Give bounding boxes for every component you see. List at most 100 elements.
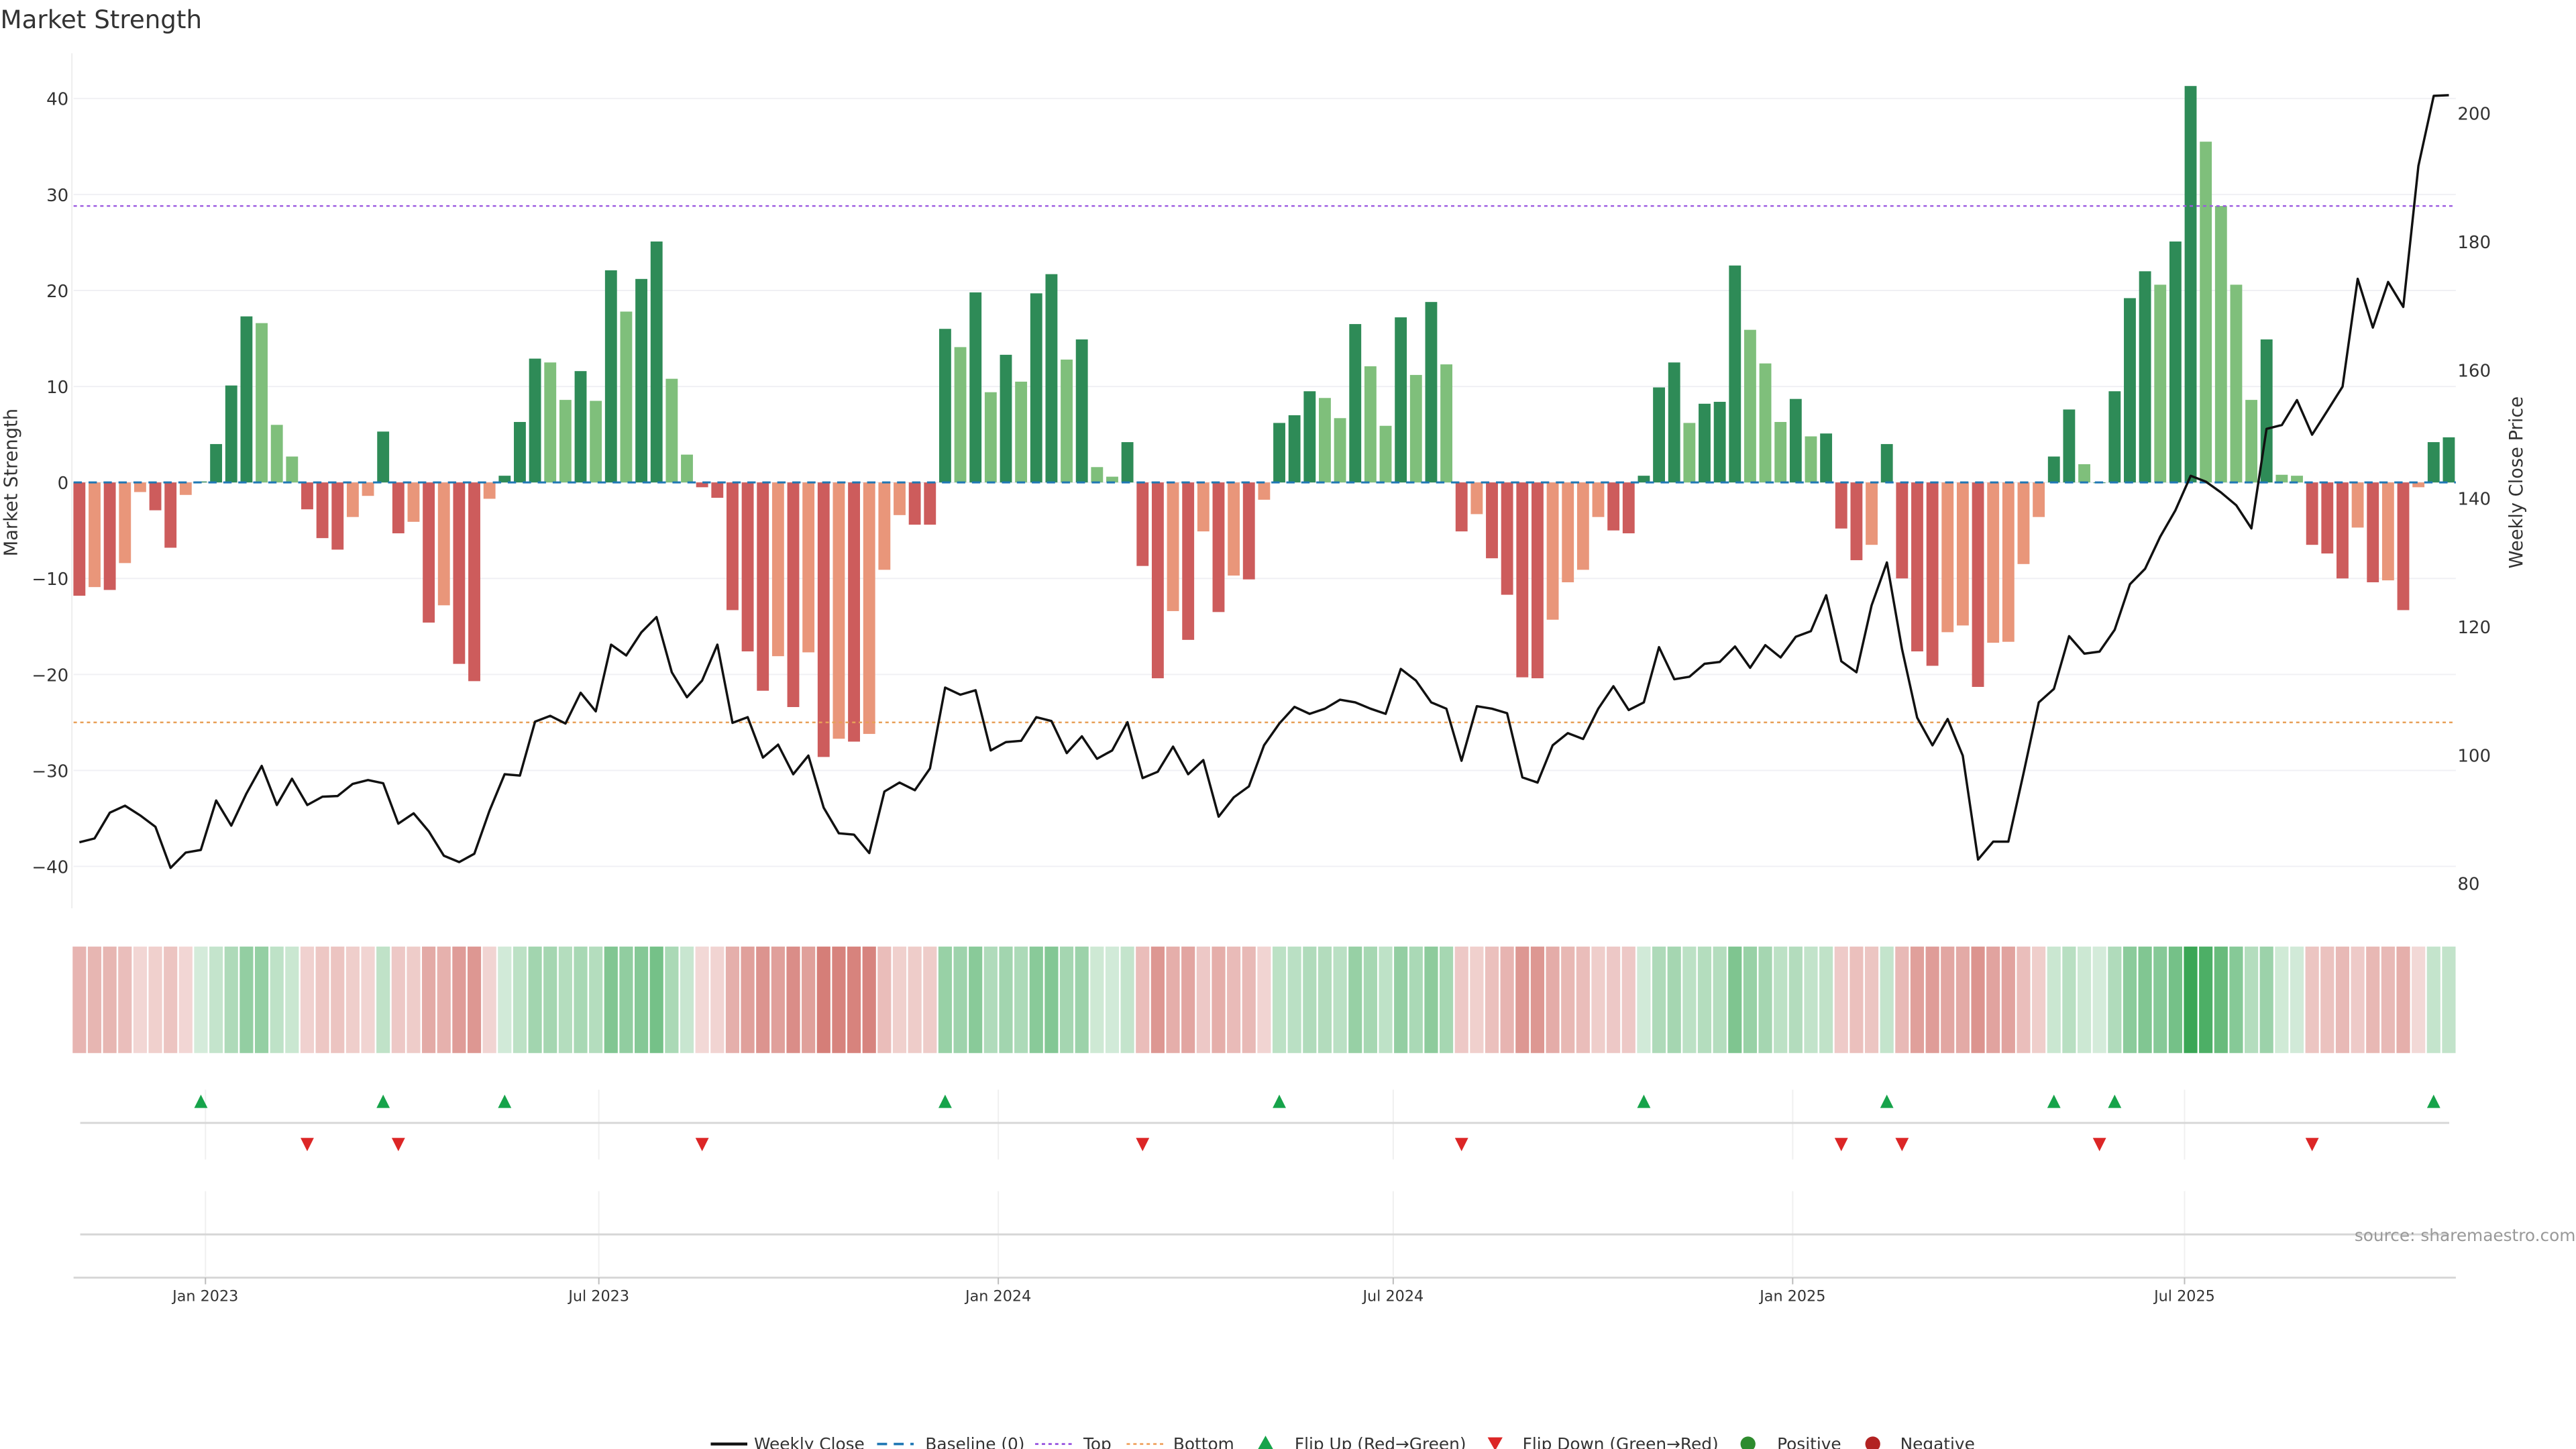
y-tick-label: −40 <box>32 857 68 877</box>
strength-bar <box>1759 363 1772 483</box>
heat-cell <box>1287 947 1301 1053</box>
strength-bars <box>73 86 2455 757</box>
strength-bar <box>1880 443 1893 483</box>
heat-cell <box>2305 947 2319 1053</box>
strength-bar <box>1106 476 1118 483</box>
strength-bar <box>1061 360 1073 483</box>
legend-item: Weekly Close <box>710 1434 865 1449</box>
heat-cell <box>1530 947 1545 1053</box>
strength-bar <box>1866 482 1878 545</box>
strength-bar <box>1972 482 1984 687</box>
heat-cell <box>1621 947 1635 1053</box>
heat-cell <box>2290 947 2304 1053</box>
flip-down-marker <box>695 1138 709 1152</box>
strength-bar <box>362 482 374 496</box>
heat-cell <box>1363 947 1377 1053</box>
heat-cell <box>1500 947 1514 1053</box>
strength-bar <box>620 311 633 483</box>
strength-bar <box>833 482 845 739</box>
strength-bar <box>802 482 815 653</box>
heat-cell <box>1348 947 1362 1053</box>
heat-cell <box>983 947 998 1053</box>
strength-bar <box>2063 409 2076 483</box>
heat-cell <box>1318 947 1332 1053</box>
strength-bar <box>1774 422 1787 483</box>
heat-cell <box>1864 947 1879 1053</box>
strength-bar <box>2412 482 2425 488</box>
heat-cell <box>1272 947 1287 1053</box>
strength-bar <box>483 482 496 499</box>
strength-bar <box>1409 374 1422 483</box>
flip-down-marker <box>301 1138 314 1152</box>
legend-label: Flip Up (Red→Green) <box>1295 1434 1466 1449</box>
circle-icon <box>1865 1436 1880 1449</box>
y2-tick-label: 140 <box>2457 490 2491 510</box>
heat-cell <box>1880 947 1894 1053</box>
level-lines <box>73 205 2456 724</box>
triangle-up-icon <box>1258 1436 1273 1449</box>
y-tick-label: 30 <box>46 186 68 206</box>
heat-cell <box>2092 947 2106 1053</box>
strength-bar <box>1622 482 1635 534</box>
heat-cell <box>2412 947 2426 1053</box>
heat-cell <box>103 947 117 1053</box>
legend-item: Flip Up (Red→Green) <box>1258 1434 1466 1449</box>
heat-cell <box>1895 947 1909 1053</box>
heat-cell <box>1743 947 1757 1053</box>
heat-cell <box>164 947 178 1053</box>
heat-cell <box>498 947 512 1053</box>
heat-cell <box>1454 947 1468 1053</box>
strength-bar <box>1987 482 2000 643</box>
strength-bar <box>2443 437 2455 483</box>
strength-bar <box>1805 436 1817 483</box>
heat-cell <box>2229 947 2243 1053</box>
strength-bar <box>1592 482 1605 517</box>
strength-bar <box>817 482 830 757</box>
heat-cell <box>407 947 421 1053</box>
y-tick-label: −20 <box>32 665 68 686</box>
heat-cell <box>2001 947 2015 1053</box>
heat-cell <box>315 947 329 1053</box>
heat-cell <box>1986 947 2000 1053</box>
strength-bar <box>787 482 800 708</box>
strength-bar <box>240 316 253 483</box>
heat-cell <box>680 947 694 1053</box>
heat-cell <box>725 947 740 1053</box>
heat-cell <box>1546 947 1560 1053</box>
strength-bar <box>437 482 450 606</box>
strength-bar <box>1167 482 1179 611</box>
heat-cell <box>635 947 649 1053</box>
strength-bar <box>377 431 390 483</box>
heat-cell <box>741 947 755 1053</box>
strength-bar <box>1075 339 1088 483</box>
strength-bar <box>984 392 997 483</box>
heat-cell <box>254 947 269 1053</box>
strength-bar <box>665 378 678 483</box>
heat-cell <box>2351 947 2365 1053</box>
heat-cell <box>118 947 132 1053</box>
strength-bar <box>1273 423 1285 483</box>
strength-bar <box>1303 391 1316 483</box>
heat-cell <box>1136 947 1150 1053</box>
strength-bar <box>544 362 557 483</box>
heat-cell <box>1059 947 1074 1053</box>
strength-bar <box>1713 401 1726 483</box>
strength-bar <box>1562 482 1574 582</box>
strength-bar <box>590 400 602 483</box>
heat-cell <box>1105 947 1120 1053</box>
strength-bar <box>149 482 162 511</box>
heat-cell <box>376 947 390 1053</box>
heat-cell <box>209 947 223 1053</box>
flip-up-marker <box>1880 1094 1894 1108</box>
strength-bar <box>1729 265 1741 483</box>
strength-bar <box>331 482 344 550</box>
y2-tick-label: 160 <box>2457 361 2491 381</box>
strength-bar <box>574 371 587 483</box>
strength-bar <box>301 482 313 510</box>
strength-bar <box>1228 482 1240 576</box>
heat-cell <box>452 947 466 1053</box>
legend-label: Bottom <box>1173 1434 1234 1449</box>
strength-bar <box>650 241 663 483</box>
heat-cell <box>2320 947 2334 1053</box>
heat-cell <box>1166 947 1180 1053</box>
